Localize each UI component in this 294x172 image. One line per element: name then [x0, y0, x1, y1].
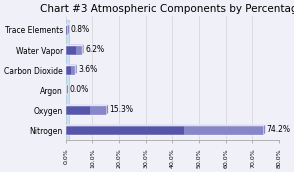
- Polygon shape: [66, 84, 68, 86]
- Text: 6.2%: 6.2%: [85, 45, 104, 54]
- Polygon shape: [66, 124, 265, 126]
- Bar: [76, 46, 82, 55]
- Bar: [67, 25, 68, 35]
- Polygon shape: [82, 44, 84, 55]
- Text: 0.8%: 0.8%: [71, 25, 90, 34]
- Bar: [66, 25, 68, 35]
- Bar: [66, 20, 69, 141]
- Bar: [66, 46, 82, 55]
- Text: 3.6%: 3.6%: [78, 65, 98, 74]
- Polygon shape: [66, 64, 77, 66]
- Text: 0.0%: 0.0%: [70, 85, 89, 94]
- Polygon shape: [66, 84, 68, 95]
- Polygon shape: [75, 64, 77, 75]
- Text: 15.3%: 15.3%: [110, 105, 133, 114]
- Bar: [184, 126, 264, 135]
- Bar: [66, 66, 75, 75]
- Bar: [90, 106, 106, 115]
- Polygon shape: [68, 24, 70, 35]
- Bar: [66, 126, 264, 135]
- Polygon shape: [66, 104, 108, 106]
- Title: Chart #3 Atmospheric Components by Percentage: Chart #3 Atmospheric Components by Perce…: [41, 4, 294, 14]
- Polygon shape: [106, 104, 108, 115]
- Bar: [66, 106, 106, 115]
- Polygon shape: [264, 124, 265, 135]
- Polygon shape: [66, 44, 84, 46]
- Bar: [71, 66, 75, 75]
- Polygon shape: [66, 24, 70, 25]
- Text: 74.2%: 74.2%: [267, 125, 291, 134]
